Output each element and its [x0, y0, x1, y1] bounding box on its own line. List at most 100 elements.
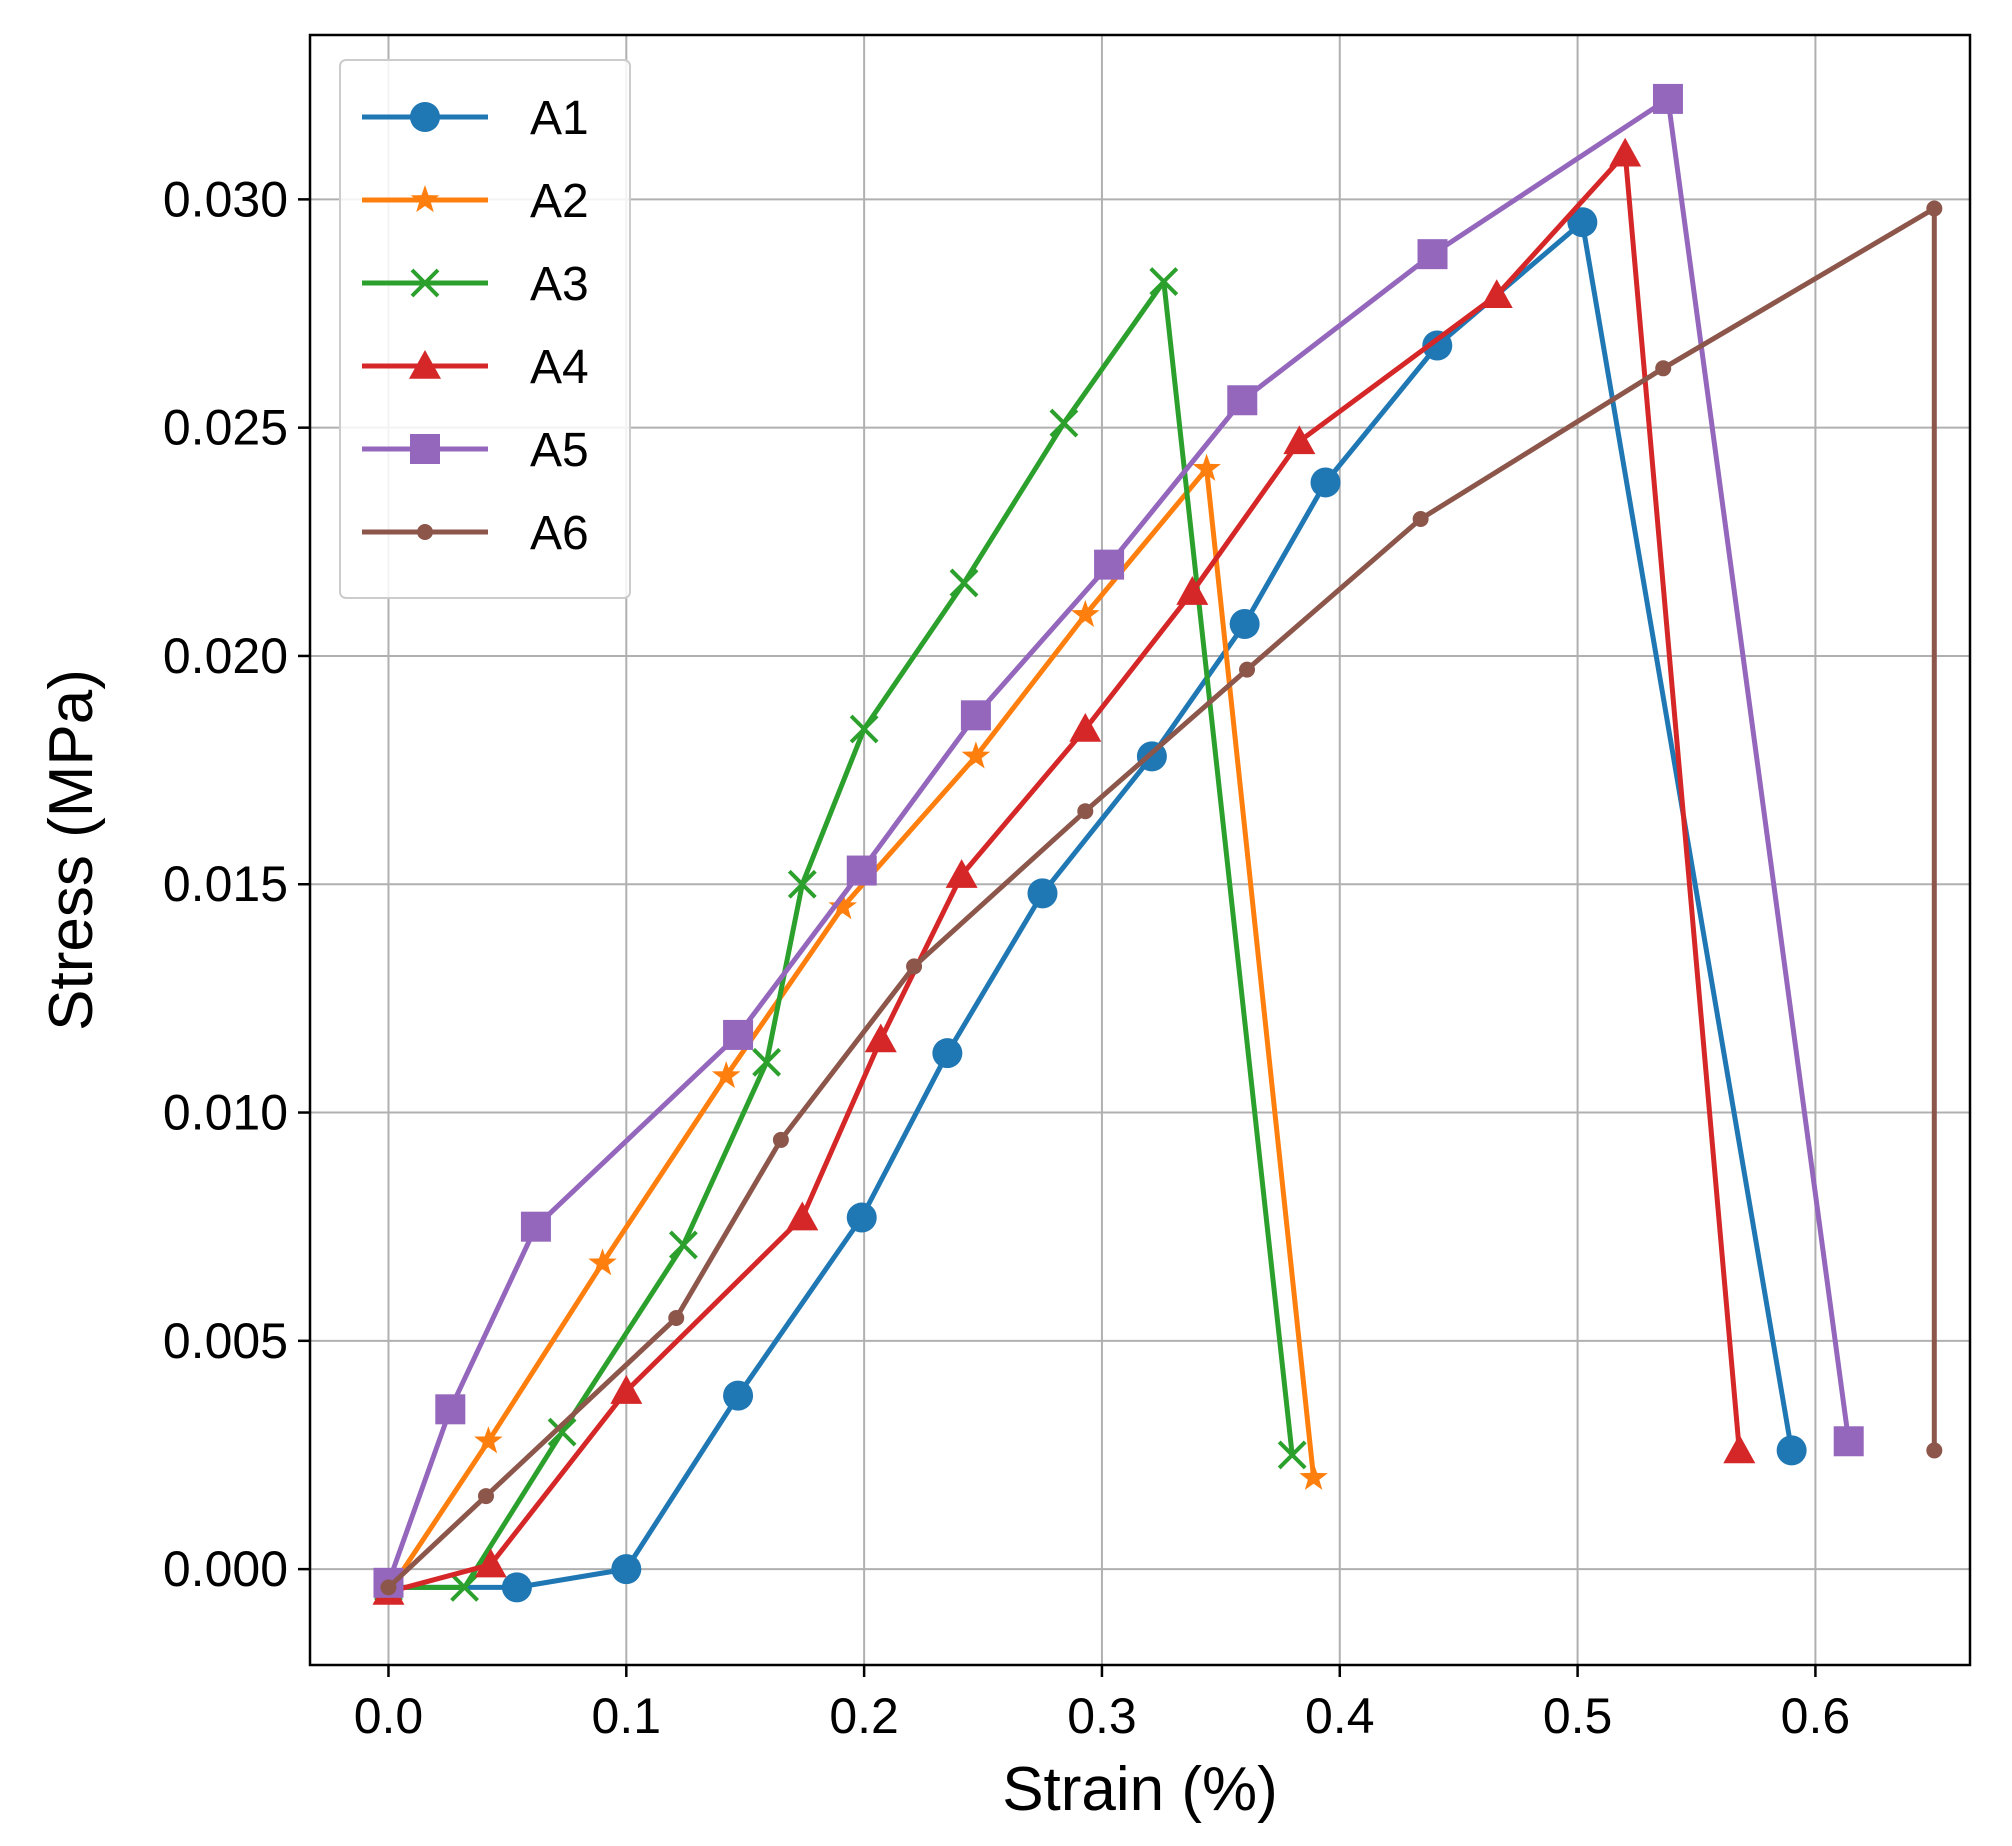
- legend-label: A4: [530, 341, 589, 394]
- marker-x: [1149, 267, 1179, 296]
- y-tick-label: 0.005: [163, 1313, 288, 1369]
- marker-x-stroke: [752, 1047, 782, 1077]
- marker-x: [787, 869, 817, 899]
- marker-x-stroke: [949, 568, 979, 598]
- legend-label: A3: [530, 258, 589, 311]
- marker-square: [1227, 385, 1258, 416]
- marker-circle: [1310, 467, 1341, 498]
- marker-circle: [723, 1380, 754, 1411]
- marker-triangle: [945, 859, 978, 888]
- series-a5: [373, 83, 1864, 1598]
- marker-star: [1299, 1462, 1328, 1490]
- marker-star: [828, 892, 857, 920]
- marker-x-stroke: [1049, 408, 1079, 438]
- marker-circle: [1776, 1435, 1807, 1466]
- series-a2: [374, 453, 1328, 1605]
- ticks: 0.0 0.1 0.2 0.3 0.4 0.5 0.6 0.000 0.005 0.010 0.01…: [163, 171, 1850, 1744]
- marker-star: [1192, 453, 1221, 481]
- marker-dot: [1926, 200, 1943, 217]
- marker-triangle: [1069, 713, 1102, 742]
- marker-square: [435, 1394, 466, 1425]
- marker-x: [949, 568, 979, 598]
- marker-circle: [410, 102, 440, 132]
- marker-x: [668, 1230, 698, 1260]
- marker-x: [752, 1047, 782, 1077]
- legend-entry-a5: A5: [362, 424, 589, 477]
- series-a1: [373, 207, 1807, 1603]
- marker-square: [1417, 239, 1448, 270]
- marker-triangle: [786, 1201, 819, 1231]
- legend-entry-a4: A4: [362, 341, 589, 394]
- marker-star: [474, 1426, 503, 1454]
- marker-triangle: [409, 350, 441, 379]
- x-tick-label: 0.6: [1781, 1688, 1851, 1744]
- marker-x-stroke: [787, 869, 817, 899]
- marker-circle: [1229, 608, 1260, 639]
- series-a3: [374, 267, 1307, 1602]
- series-group: [372, 83, 1943, 1605]
- legend-entry-a2: A2: [362, 175, 589, 228]
- marker-square: [846, 855, 877, 886]
- marker-x-stroke: [1149, 267, 1179, 296]
- x-tick-label: 0.4: [1305, 1688, 1375, 1744]
- marker-square: [1652, 83, 1683, 114]
- series-line-a4: [387, 151, 1742, 1595]
- marker-x: [547, 1417, 577, 1447]
- y-tick-label: 0.015: [163, 856, 288, 912]
- marker-star: [588, 1248, 617, 1276]
- marker-dot: [1926, 1442, 1943, 1459]
- marker-square: [960, 700, 991, 731]
- x-tick-label: 0.0: [354, 1688, 424, 1744]
- marker-circle: [932, 1038, 963, 1069]
- marker-triangle: [864, 1023, 897, 1053]
- marker-dot: [1412, 510, 1429, 527]
- marker-dot: [477, 1488, 494, 1505]
- marker-square: [520, 1211, 551, 1242]
- y-tick-label: 0.010: [163, 1085, 288, 1141]
- marker-square: [1094, 549, 1125, 580]
- marker-dot: [417, 524, 433, 540]
- marker-circle: [1422, 330, 1453, 361]
- legend-entry-a1: A1: [362, 92, 589, 145]
- y-tick-label: 0.025: [163, 400, 288, 456]
- y-tick-label: 0.000: [163, 1541, 288, 1597]
- marker-circle: [1567, 207, 1598, 238]
- legend: A1 A2 A3 A4 A5 A6: [339, 59, 631, 599]
- plot-frame: [308, 33, 1972, 1667]
- marker-dot: [668, 1309, 685, 1326]
- marker-star: [410, 185, 440, 213]
- marker-x-stroke: [410, 268, 440, 298]
- marker-circle: [1027, 878, 1058, 909]
- marker-triangle: [610, 1375, 643, 1404]
- y-axis-label: Stress (MPa): [37, 669, 106, 1031]
- x-tick-label: 0.2: [829, 1688, 899, 1744]
- marker-circle: [501, 1572, 532, 1603]
- marker-triangle: [1283, 425, 1316, 455]
- marker-x: [1277, 1440, 1307, 1470]
- marker-x: [849, 714, 879, 744]
- legend-label: A2: [530, 175, 589, 228]
- marker-square: [1833, 1426, 1864, 1457]
- marker-triangle: [474, 1548, 507, 1578]
- marker-x-stroke: [450, 1572, 479, 1602]
- x-tick-label: 0.5: [1543, 1688, 1613, 1744]
- marker-x: [410, 268, 440, 298]
- legend-label: A5: [530, 424, 589, 477]
- y-tick-label: 0.020: [163, 628, 288, 684]
- y-tick-label: 0.030: [163, 171, 288, 227]
- marker-dot: [380, 1579, 397, 1596]
- marker-dot: [906, 958, 923, 975]
- marker-triangle: [1176, 576, 1209, 605]
- marker-star: [1071, 599, 1100, 627]
- marker-x: [1049, 408, 1079, 438]
- series-a6: [380, 200, 1943, 1596]
- marker-circle: [846, 1202, 877, 1233]
- marker-dot: [1077, 803, 1094, 820]
- marker-triangle: [1609, 137, 1642, 167]
- marker-dot: [1655, 360, 1672, 377]
- legend-label: A1: [530, 92, 589, 145]
- marker-x-stroke: [1277, 1440, 1307, 1470]
- marker-dot: [772, 1131, 789, 1148]
- marker-x-stroke: [547, 1417, 577, 1447]
- legend-entry-a6: A6: [362, 507, 589, 560]
